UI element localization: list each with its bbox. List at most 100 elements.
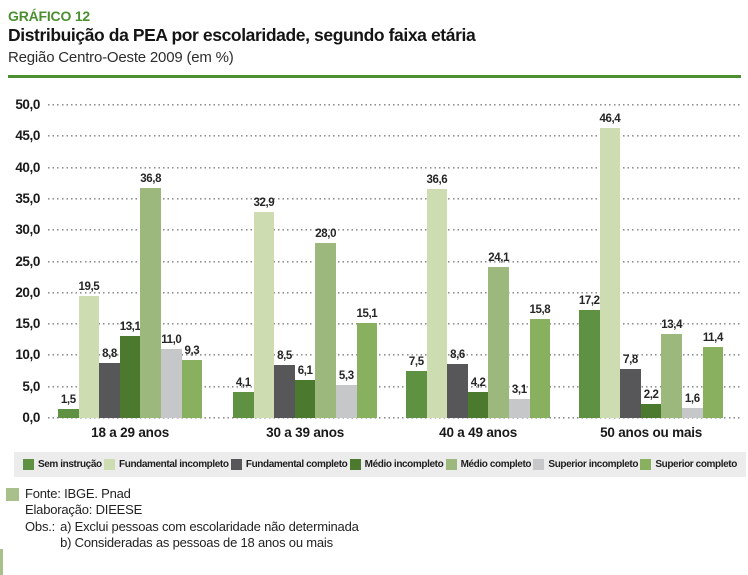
- bar: [315, 242, 336, 418]
- bar-value-label: 13,4: [661, 319, 683, 332]
- graph-number: GRÁFICO 12: [8, 8, 91, 24]
- bar: [336, 384, 357, 418]
- bar-value-label: 8,8: [102, 347, 117, 360]
- bar-value-label: 9,3: [184, 344, 200, 357]
- bar: [140, 187, 161, 418]
- bar: [661, 334, 682, 418]
- bar-value-label: 24,1: [488, 252, 510, 265]
- bar-value-label: 28,0: [315, 227, 337, 240]
- gridline: [48, 417, 740, 419]
- y-axis-label: 25,0: [15, 253, 40, 269]
- bar: [529, 319, 551, 418]
- legend-item: Médio completo: [445, 459, 532, 470]
- bar: [682, 407, 703, 418]
- y-axis-label: 10,0: [15, 347, 40, 363]
- bar-value-label: 13,1: [119, 320, 141, 333]
- chart-legend: Sem instrução Fundamental incompleto Funda…: [14, 452, 746, 477]
- gridline: [48, 104, 740, 106]
- y-axis-label: 30,0: [15, 222, 40, 238]
- gridline: [48, 323, 740, 326]
- legend-item: Médio incompleto: [349, 459, 444, 470]
- bar-value-label: 1,6: [684, 392, 700, 405]
- chart-title: Distribuição da PEA por escolaridade, se…: [8, 25, 476, 45]
- bar: [488, 267, 509, 418]
- x-axis-category-label: 18 a 29 anos: [91, 425, 170, 440]
- bar-value-label: 11,0: [161, 334, 182, 347]
- bar: [58, 408, 79, 418]
- legend-item: Fundamental completo: [230, 459, 348, 470]
- legend-label: Médio incompleto: [364, 459, 444, 470]
- bar-value-label: 1,5: [60, 393, 76, 406]
- bar-value-label: 8,5: [277, 349, 292, 362]
- bar: [509, 398, 530, 418]
- bar: [579, 310, 600, 418]
- legend-label: Médio completo: [460, 459, 532, 470]
- grouped-bar-chart: 0,0 5,0 10,0 15,0 20,0 25,0 30,0 35,0 40,0 45,0 50…: [0, 95, 748, 445]
- bar: [426, 188, 448, 418]
- bar: [356, 323, 378, 418]
- bar-value-label: 4,2: [470, 376, 486, 389]
- legend-swatch-icon: [640, 459, 652, 470]
- bar: [406, 371, 427, 418]
- bar-value-label: 3,1: [511, 383, 527, 396]
- x-axis-category-label: 30 a 39 anos: [266, 425, 345, 440]
- gridline: [48, 197, 740, 200]
- legend-item: Sem instrução: [23, 459, 102, 470]
- legend-swatch-icon: [533, 459, 545, 470]
- bar-value-label: 36,8: [140, 172, 162, 185]
- legend-swatch-icon: [104, 459, 116, 470]
- y-axis-label: 50,0: [15, 97, 40, 112]
- bar-value-label: 15,8: [529, 304, 551, 317]
- gridline: [48, 229, 740, 232]
- legend-label: Fundamental completo: [245, 459, 348, 470]
- bar: [233, 392, 254, 418]
- page-corner-tick: [0, 549, 3, 575]
- bar: [181, 359, 203, 418]
- gridline: [48, 135, 740, 138]
- legend-swatch-icon: [349, 459, 361, 470]
- y-axis-label: 35,0: [15, 190, 40, 206]
- gridline: [48, 291, 740, 294]
- legend-label: Fundamental incompleto: [119, 459, 229, 470]
- obs-label: Obs.:: [25, 518, 56, 534]
- bar-value-label: 32,9: [253, 197, 275, 210]
- bar: [294, 379, 316, 418]
- bar: [99, 362, 120, 418]
- bar: [119, 335, 141, 418]
- legend-label: Superior completo: [655, 459, 737, 470]
- bar: [274, 364, 295, 418]
- gridline: [48, 260, 740, 263]
- bar-value-label: 4,1: [235, 377, 251, 390]
- bar-value-label: 15,1: [356, 308, 378, 321]
- source-swatch-icon: [6, 487, 19, 501]
- bar: [253, 212, 275, 418]
- legend-item: Fundamental incompleto: [104, 459, 229, 470]
- legend-label: Superior incompleto: [548, 459, 639, 470]
- y-axis-label: 5,0: [22, 378, 40, 394]
- bar-value-label: 7,8: [623, 354, 638, 367]
- bar-value-label: 5,3: [338, 369, 354, 382]
- bar: [447, 364, 468, 418]
- bar: [78, 295, 100, 418]
- bar: [467, 391, 489, 418]
- elaboration-text: Elaboração: DIEESE: [25, 502, 143, 518]
- bar-value-label: 6,1: [297, 364, 313, 377]
- chart-footer: Fonte: IBGE. Pnad Elaboração: DIEESE Obs…: [6, 486, 359, 551]
- header-divider: [8, 75, 741, 78]
- bar-value-label: 19,5: [78, 280, 100, 293]
- legend-swatch-icon: [230, 459, 242, 470]
- bar: [599, 127, 621, 418]
- bar-value-label: 8,6: [450, 349, 465, 362]
- bar-value-label: 36,6: [426, 173, 448, 186]
- bar: [702, 346, 724, 418]
- y-axis-label: 45,0: [15, 128, 40, 144]
- obs-item-b: b) Consideradas as pessoas de 18 anos ou…: [60, 534, 333, 550]
- gridline: [48, 166, 740, 169]
- chart-subtitle: Região Centro-Oeste 2009 (em %): [8, 49, 234, 66]
- legend-label: Sem instrução: [38, 459, 102, 470]
- y-axis-label: 20,0: [15, 284, 40, 300]
- y-axis-label: 0,0: [22, 410, 40, 425]
- bar-value-label: 46,4: [599, 112, 621, 125]
- gridline: [48, 354, 740, 357]
